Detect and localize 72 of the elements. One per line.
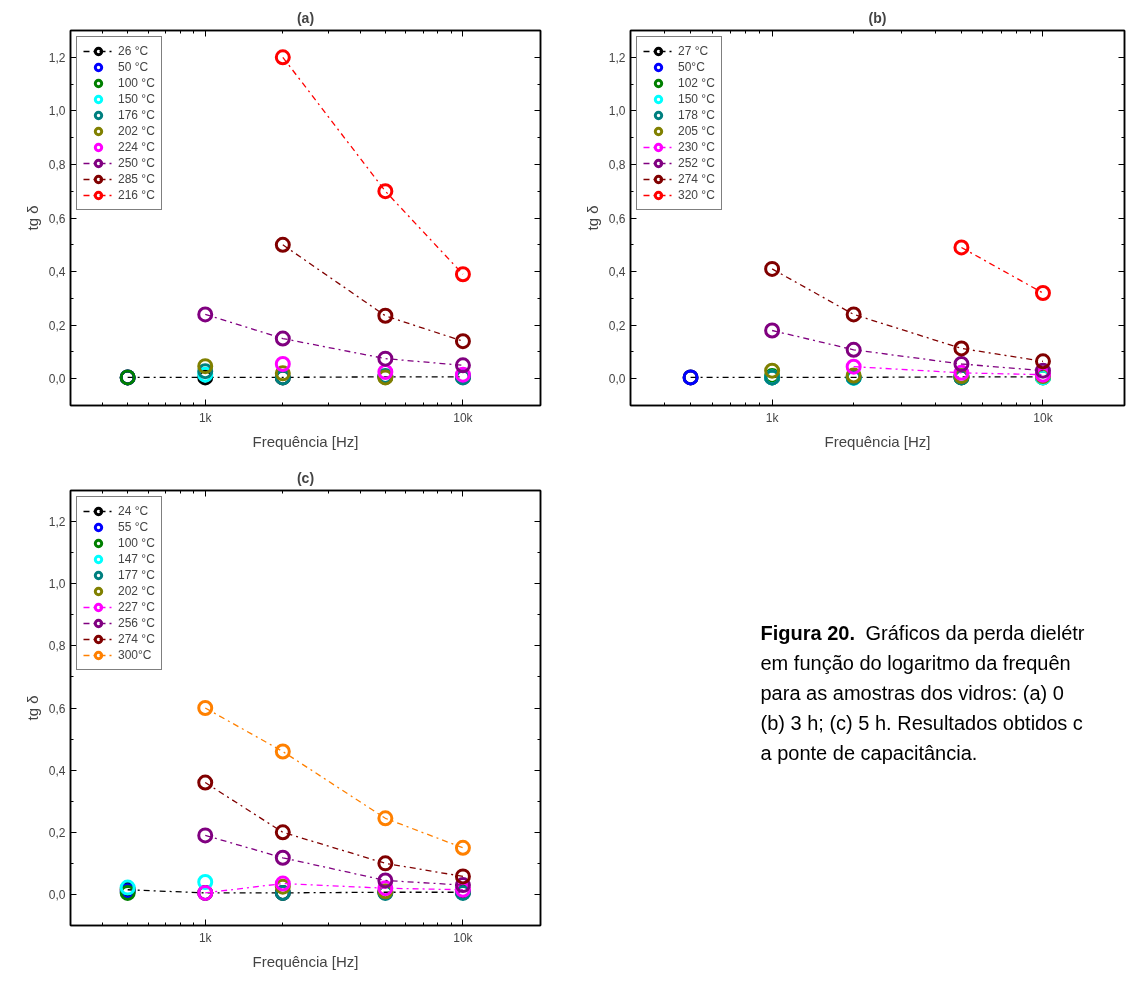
y-tick-label: 0,2 (48, 825, 66, 840)
legend-label: 250 °C (118, 155, 155, 171)
y-tick-label: 1,0 (48, 104, 66, 119)
y-tick-label: 1,2 (48, 515, 66, 530)
text: (b) 3 h; (c) 5 h. Resultados obtidos c (760, 712, 1083, 735)
x-tick-label: 1k (198, 410, 213, 425)
x-axis-title: Frequência [Hz] (824, 432, 931, 450)
legend-label: 205 °C (678, 123, 715, 139)
legend-label: 202 °C (118, 583, 155, 599)
x-tick-label: 10k (453, 410, 474, 425)
legend-label: 147 °C (118, 551, 155, 567)
chart-title: (c) (296, 469, 315, 486)
y-tick-label: 0,6 (608, 211, 626, 226)
legend-label: 24 °C (118, 503, 149, 519)
y-tick-label: 0,0 (608, 372, 626, 387)
legend-label: 176 °C (118, 107, 155, 123)
y-axis-title: tg δ (583, 205, 601, 231)
x-axis-title: Frequência [Hz] (252, 432, 359, 450)
legend-label: 50°C (678, 59, 705, 75)
text: Gráficos da perda dielétr (865, 621, 1085, 644)
legend-label: 150 °C (678, 91, 715, 107)
legend-label: 100 °C (118, 75, 155, 91)
y-tick-label: 1,2 (608, 50, 626, 65)
legend-label: 202 °C (118, 123, 155, 139)
y-tick-label: 0,0 (48, 372, 66, 387)
legend-label: 252 °C (678, 155, 715, 171)
x-axis-title: Frequência [Hz] (252, 952, 359, 970)
y-tick-label: 0,2 (48, 318, 66, 333)
legend-label: 285 °C (118, 171, 155, 187)
legend-label: 227 °C (118, 599, 155, 615)
x-tick-label: 1k (198, 930, 213, 945)
y-axis-title: tg δ (23, 695, 41, 721)
legend-label: 274 °C (678, 171, 715, 187)
y-tick-label: 0,8 (48, 157, 66, 172)
text: a ponte de capacitância. (760, 742, 978, 765)
legend-label: 150 °C (118, 91, 155, 107)
legend-label: 50 °C (118, 59, 149, 75)
legend-label: 178 °C (678, 107, 715, 123)
legend-label: 27 °C (678, 43, 709, 59)
legend-label: 216 °C (118, 187, 155, 203)
y-tick-label: 1,0 (608, 104, 626, 119)
y-tick-label: 0,4 (48, 763, 66, 778)
y-tick-label: 0,0 (48, 887, 66, 902)
legend-label: 102 °C (678, 75, 715, 91)
y-tick-label: 0,8 (608, 157, 626, 172)
legend-label: 230 °C (678, 139, 715, 155)
y-tick-label: 0,8 (48, 639, 66, 654)
legend-label: 100 °C (118, 535, 155, 551)
x-tick-label: 10k (1033, 410, 1054, 425)
x-tick-label: 10k (453, 930, 474, 945)
legend-label: 177 °C (118, 567, 155, 583)
legend-label: 55 °C (118, 519, 149, 535)
chart-title: (a) (296, 9, 315, 26)
y-tick-label: 0,4 (608, 265, 626, 280)
legend-label: 320 °C (678, 187, 715, 203)
legend-label: 224 °C (118, 139, 155, 155)
legend-label: 26 °C (118, 43, 149, 59)
chart-title: (b) (868, 9, 887, 26)
y-axis-title: tg δ (23, 205, 41, 231)
legend-label: 256 °C (118, 615, 155, 631)
y-tick-label: 1,2 (48, 50, 66, 65)
text: em função do logaritmo da frequên (760, 651, 1071, 674)
y-tick-label: 0,4 (48, 265, 66, 280)
y-tick-label: 0,6 (48, 701, 66, 716)
y-tick-label: 0,6 (48, 211, 66, 226)
y-tick-label: 0,2 (608, 318, 626, 333)
text: Figura 20. (760, 621, 855, 644)
legend-label: 274 °C (118, 631, 155, 647)
legend-label: 300°C (118, 647, 152, 663)
y-tick-label: 1,0 (48, 577, 66, 592)
x-tick-label: 1k (765, 410, 780, 425)
text: para as amostras dos vidros: (a) 0 (760, 681, 1064, 704)
